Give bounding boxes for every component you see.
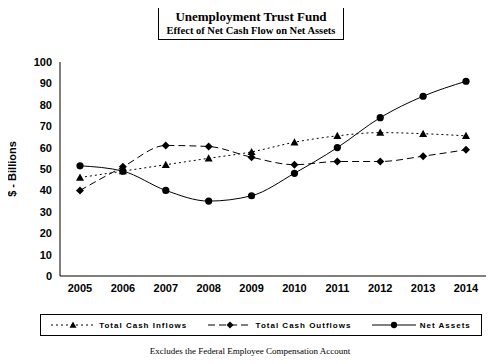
svg-text:2005: 2005 [68,282,92,294]
html-text:Effect of Net Cash Flow on Net: Effect of Net Cash Flow on Net Assets [166,25,336,36]
svg-text:2007: 2007 [154,282,178,294]
html-text:Excludes the Federal Employee: Excludes the Federal Employee Compensati… [149,346,351,356]
svg-text:40: 40 [40,184,52,196]
svg-text:70: 70 [40,120,52,132]
svg-text:90: 90 [40,77,52,89]
svg-text:2008: 2008 [196,282,220,294]
svg-text:$ - Billions: $ - Billions [8,141,18,197]
svg-text:10: 10 [40,249,52,261]
svg-text:2013: 2013 [411,282,435,294]
svg-text:80: 80 [40,99,52,111]
html-text:Net Assets: Net Assets [419,320,471,330]
html-text:Total Cash Inflows: Total Cash Inflows [99,320,188,330]
svg-text:2010: 2010 [282,282,306,294]
html-text:Total Cash Outflows: Total Cash Outflows [255,320,352,330]
svg-text:2006: 2006 [111,282,135,294]
svg-text:2009: 2009 [239,282,263,294]
svg-text:20: 20 [40,227,52,239]
svg-text:2011: 2011 [325,282,349,294]
html-text:Unemployment Trust Fund: Unemployment Trust Fund [175,9,327,24]
svg-text:50: 50 [40,163,52,175]
svg-text:2014: 2014 [454,282,479,294]
svg-text:0: 0 [46,270,52,282]
svg-text:30: 30 [40,206,52,218]
svg-text:60: 60 [40,142,52,154]
svg-text:2012: 2012 [368,282,392,294]
svg-text:100: 100 [34,56,52,68]
